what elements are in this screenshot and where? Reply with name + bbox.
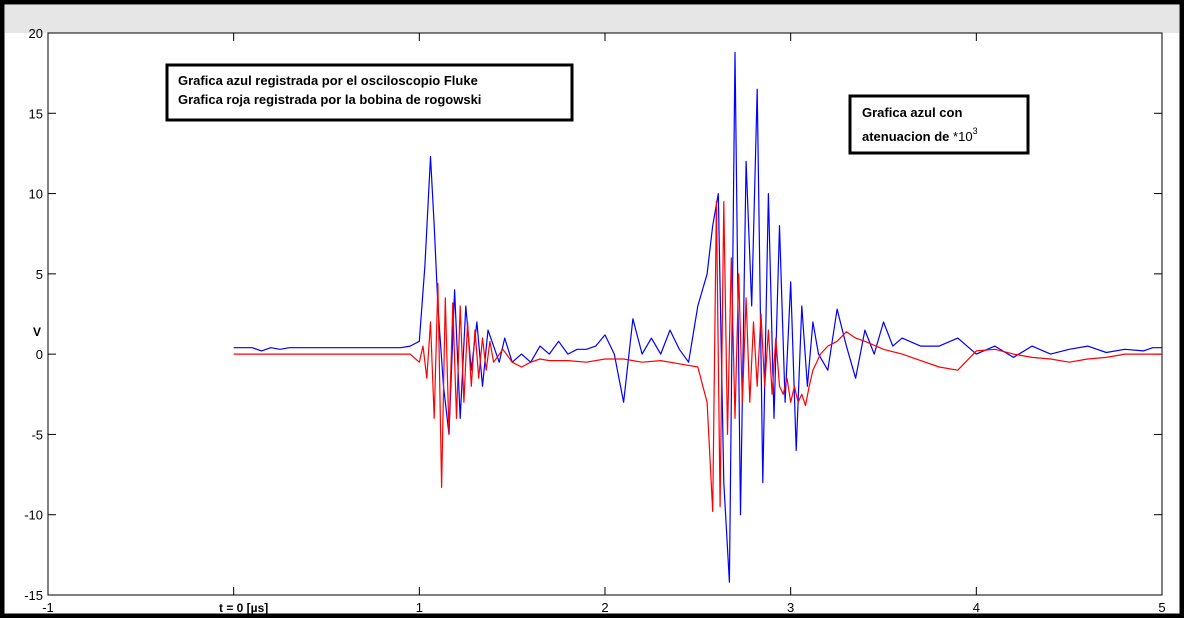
y-tick-label: 20 (29, 26, 43, 41)
legend-frame (165, 63, 574, 122)
y-axis-label: V (33, 325, 41, 339)
top-band (5, 5, 1179, 33)
attenuation-note: Grafica azul con atenuacion de *103 (848, 94, 1030, 155)
series-layer (233, 51, 1162, 583)
note-line-2-prefix: atenuacion de (862, 129, 953, 144)
note-frame (848, 94, 1030, 155)
y-tick-label: 10 (29, 187, 43, 202)
legend-box: Grafica azul registrada por el oscilosco… (165, 63, 574, 122)
y-tick-label: -15 (24, 588, 43, 603)
y-tick-label: 0 (36, 347, 43, 362)
y-tick-label: 5 (36, 267, 43, 282)
x-tick-label: 1 (416, 600, 423, 615)
note-line-2: atenuacion de *103 (862, 126, 978, 144)
legend-red-text: Grafica roja registrada por la bobina de… (178, 92, 481, 107)
y-tick-label: 15 (29, 106, 43, 121)
x-tick-label: 5 (1158, 600, 1165, 615)
x-axis-label: t = 0 [µs] (219, 601, 268, 615)
y-tick-label: -5 (31, 427, 43, 442)
x-tick-label: -1 (42, 600, 54, 615)
blue-series-line (233, 51, 1162, 583)
red-series-line (233, 201, 1162, 513)
x-tick-label: 2 (601, 600, 608, 615)
legend-blue-text: Grafica azul registrada por el oscilosco… (178, 73, 478, 88)
x-tick-label: 4 (973, 600, 980, 615)
note-line-1: Grafica azul con (862, 105, 962, 120)
note-factor: *10 (953, 129, 973, 144)
ticks-layer: -1 1 2 3 4 5 -15 -10 -5 0 5 10 15 20 (24, 26, 1165, 615)
note-exponent: 3 (973, 126, 978, 136)
y-tick-label: -10 (24, 508, 43, 523)
x-tick-label: 3 (787, 600, 794, 615)
